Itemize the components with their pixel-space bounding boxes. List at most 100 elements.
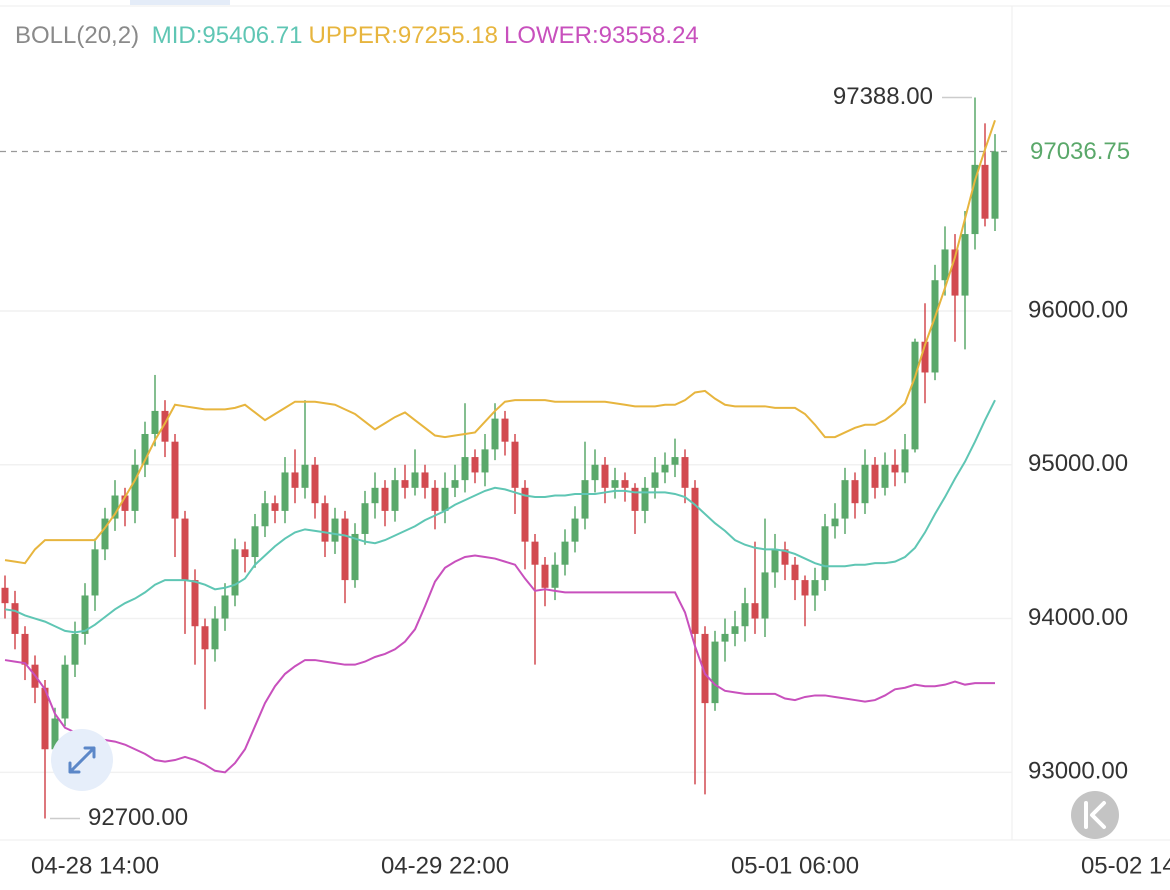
candle-body [231, 549, 239, 596]
candle-body [301, 464, 309, 488]
last-price-label: 97036.75 [1030, 138, 1130, 165]
candle-body [721, 633, 729, 642]
expand-icon [68, 746, 96, 774]
candle-body [371, 487, 379, 504]
candle-body [51, 718, 59, 750]
candle-body [1, 587, 9, 604]
candle-body [261, 503, 269, 527]
x-tick-label: 04-28 14:00 [31, 852, 159, 879]
candle-body [411, 472, 419, 488]
y-tick-label: 96000.00 [1028, 296, 1128, 323]
candle-body [281, 472, 289, 511]
candle-body [581, 480, 589, 519]
candle-body [941, 249, 949, 281]
candle-body [451, 480, 459, 488]
candles [1, 97, 999, 819]
candle-body [961, 234, 969, 296]
candle-body [271, 503, 279, 511]
candle-body [901, 449, 909, 473]
candle-body [471, 457, 479, 473]
candle-body [491, 418, 499, 450]
candle-body [931, 280, 939, 373]
candle-body [201, 626, 209, 650]
candle-body [431, 487, 439, 511]
candle-body [511, 441, 519, 488]
candle-body [991, 151, 999, 219]
tab-indicator [130, 0, 230, 5]
candle-body [91, 549, 99, 596]
min-marker-label: 92700.00 [88, 804, 188, 831]
candle-body [981, 164, 989, 219]
candle-body [791, 564, 799, 581]
candle-body [21, 633, 29, 665]
candle-body [381, 487, 389, 511]
candle-body [811, 580, 819, 596]
max-marker-label: 97388.00 [833, 83, 933, 110]
candle-body [291, 472, 299, 488]
candle-body [421, 472, 429, 488]
candle-body [341, 518, 349, 581]
expand-button[interactable] [51, 729, 113, 791]
candle-body [541, 564, 549, 588]
candle-body [101, 518, 109, 550]
x-tick-label: 05-02 14:00 [1081, 852, 1170, 879]
candle-body [111, 495, 119, 519]
legend-entry: UPPER:97255.18 [308, 22, 498, 49]
band-line [4, 399, 996, 634]
candle-body [781, 549, 789, 565]
candle-body [41, 687, 49, 750]
candle-body [871, 464, 879, 488]
band-line [4, 119, 996, 565]
candle-body [251, 526, 259, 558]
candle-body [911, 341, 919, 450]
candle-body [601, 464, 609, 488]
candle-body [651, 472, 659, 488]
candle-body [771, 549, 779, 573]
indicator-name: BOLL(20,2) [15, 22, 140, 49]
candle-body [191, 580, 199, 627]
candle-body [391, 480, 399, 511]
back-button-bg [1071, 791, 1119, 839]
y-tick-label: 93000.00 [1028, 758, 1128, 785]
candle-body [141, 433, 149, 465]
candle-body [671, 457, 679, 465]
candle-body [821, 526, 829, 581]
candle-body [631, 487, 639, 511]
candle-body [881, 464, 889, 488]
back-to-start-button[interactable] [1071, 791, 1119, 839]
candle-body [551, 564, 559, 588]
candle-body [481, 449, 489, 473]
candle-body [161, 410, 169, 442]
band-line [4, 554, 995, 774]
candle-body [351, 533, 359, 581]
x-tick-label: 04-29 22:00 [381, 852, 509, 879]
candle-body [81, 595, 89, 634]
legend-entry: MID:95406.71 [151, 22, 303, 49]
y-tick-label: 95000.00 [1028, 450, 1128, 477]
x-tick-label: 05-01 06:00 [731, 852, 859, 879]
candle-body [151, 410, 159, 434]
candle-body [571, 518, 579, 542]
candle-body [611, 480, 619, 488]
candle-body [441, 487, 449, 511]
candle-body [751, 603, 759, 619]
legend: BOLL(20,2) MID:95406.71 UPPER:97255.18 LOW… [15, 22, 705, 50]
candle-body [221, 595, 229, 619]
candle-body [641, 487, 649, 511]
candle-body [181, 518, 189, 581]
candle-body [741, 603, 749, 627]
candle-body [951, 249, 959, 296]
candle-body [591, 464, 599, 481]
candle-body [361, 503, 369, 534]
candle-body [661, 464, 669, 473]
back-icon [1084, 801, 1106, 829]
candle-body [171, 441, 179, 519]
candle-body [401, 480, 409, 488]
candle-body [971, 164, 979, 235]
candle-body [501, 418, 509, 442]
candle-body [521, 487, 529, 542]
candle-body [731, 626, 739, 634]
